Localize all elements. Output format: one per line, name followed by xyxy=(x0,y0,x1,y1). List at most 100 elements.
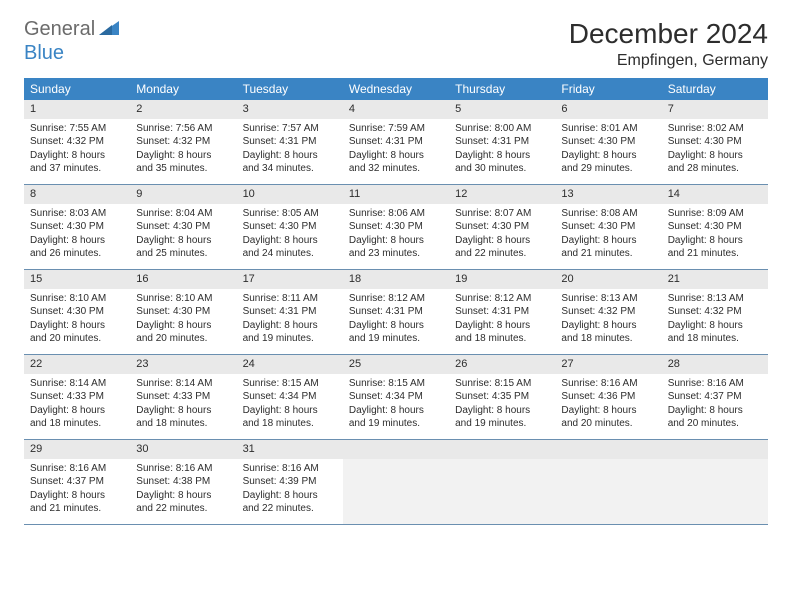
sunrise: Sunrise: 7:59 AM xyxy=(349,122,443,136)
day-number: 2 xyxy=(130,100,236,119)
daylight-line2: and 22 minutes. xyxy=(455,247,549,261)
day-number: 8 xyxy=(24,185,130,204)
day-header-cell: Monday xyxy=(130,78,236,100)
sunrise: Sunrise: 8:12 AM xyxy=(455,292,549,306)
day-number: 15 xyxy=(24,270,130,289)
location: Empfingen, Germany xyxy=(569,52,768,70)
daylight-line2: and 20 minutes. xyxy=(30,332,124,346)
day-number: 16 xyxy=(130,270,236,289)
daylight-line2: and 29 minutes. xyxy=(561,162,655,176)
daylight-line2: and 26 minutes. xyxy=(30,247,124,261)
sunset: Sunset: 4:30 PM xyxy=(136,305,230,319)
logo: General xyxy=(24,18,121,41)
day-number: 29 xyxy=(24,440,130,459)
daylight-line1: Daylight: 8 hours xyxy=(561,234,655,248)
calendar-week: 29Sunrise: 8:16 AMSunset: 4:37 PMDayligh… xyxy=(24,440,768,525)
calendar-day: 9Sunrise: 8:04 AMSunset: 4:30 PMDaylight… xyxy=(130,185,236,269)
day-header-cell: Friday xyxy=(555,78,661,100)
day-body: Sunrise: 8:13 AMSunset: 4:32 PMDaylight:… xyxy=(555,289,661,352)
sunset: Sunset: 4:30 PM xyxy=(243,220,337,234)
sunrise: Sunrise: 8:08 AM xyxy=(561,207,655,221)
daylight-line2: and 20 minutes. xyxy=(561,417,655,431)
daylight-line2: and 18 minutes. xyxy=(455,332,549,346)
day-header-cell: Sunday xyxy=(24,78,130,100)
calendar-day: 20Sunrise: 8:13 AMSunset: 4:32 PMDayligh… xyxy=(555,270,661,354)
sunset: Sunset: 4:31 PM xyxy=(349,305,443,319)
day-number: 22 xyxy=(24,355,130,374)
sunset: Sunset: 4:30 PM xyxy=(455,220,549,234)
calendar-empty xyxy=(343,440,449,524)
sunrise: Sunrise: 8:16 AM xyxy=(561,377,655,391)
calendar-day: 19Sunrise: 8:12 AMSunset: 4:31 PMDayligh… xyxy=(449,270,555,354)
daylight-line1: Daylight: 8 hours xyxy=(455,234,549,248)
day-body: Sunrise: 8:13 AMSunset: 4:32 PMDaylight:… xyxy=(662,289,768,352)
calendar-week: 8Sunrise: 8:03 AMSunset: 4:30 PMDaylight… xyxy=(24,185,768,270)
daylight-line2: and 32 minutes. xyxy=(349,162,443,176)
daylight-line1: Daylight: 8 hours xyxy=(561,149,655,163)
sunrise: Sunrise: 8:13 AM xyxy=(668,292,762,306)
day-number: 10 xyxy=(237,185,343,204)
sunset: Sunset: 4:32 PM xyxy=(136,135,230,149)
daylight-line2: and 28 minutes. xyxy=(668,162,762,176)
day-body: Sunrise: 8:16 AMSunset: 4:39 PMDaylight:… xyxy=(237,459,343,522)
day-body: Sunrise: 8:15 AMSunset: 4:34 PMDaylight:… xyxy=(237,374,343,437)
sunrise: Sunrise: 8:03 AM xyxy=(30,207,124,221)
sunset: Sunset: 4:34 PM xyxy=(243,390,337,404)
sunset: Sunset: 4:33 PM xyxy=(30,390,124,404)
sunset: Sunset: 4:34 PM xyxy=(349,390,443,404)
daylight-line1: Daylight: 8 hours xyxy=(668,404,762,418)
daylight-line2: and 21 minutes. xyxy=(30,502,124,516)
daylight-line1: Daylight: 8 hours xyxy=(136,149,230,163)
calendar-empty xyxy=(449,440,555,524)
sunrise: Sunrise: 8:05 AM xyxy=(243,207,337,221)
sunset: Sunset: 4:30 PM xyxy=(30,305,124,319)
calendar-empty xyxy=(662,440,768,524)
day-body: Sunrise: 8:16 AMSunset: 4:38 PMDaylight:… xyxy=(130,459,236,522)
day-body: Sunrise: 8:15 AMSunset: 4:34 PMDaylight:… xyxy=(343,374,449,437)
daylight-line1: Daylight: 8 hours xyxy=(668,234,762,248)
daylight-line2: and 18 minutes. xyxy=(136,417,230,431)
day-body: Sunrise: 8:03 AMSunset: 4:30 PMDaylight:… xyxy=(24,204,130,267)
calendar-day: 24Sunrise: 8:15 AMSunset: 4:34 PMDayligh… xyxy=(237,355,343,439)
empty-daynum xyxy=(662,440,768,459)
logo-triangle-icon xyxy=(99,19,119,40)
day-header-cell: Tuesday xyxy=(237,78,343,100)
calendar-day: 3Sunrise: 7:57 AMSunset: 4:31 PMDaylight… xyxy=(237,100,343,184)
calendar-day: 10Sunrise: 8:05 AMSunset: 4:30 PMDayligh… xyxy=(237,185,343,269)
sunrise: Sunrise: 8:02 AM xyxy=(668,122,762,136)
sunrise: Sunrise: 8:16 AM xyxy=(243,462,337,476)
daylight-line2: and 19 minutes. xyxy=(455,417,549,431)
day-number: 14 xyxy=(662,185,768,204)
calendar-day: 2 Sunrise: 7:56 AMSunset: 4:32 PMDaylight… xyxy=(130,100,236,184)
sunrise: Sunrise: 7:56 AM xyxy=(136,122,230,136)
calendar-day: 7Sunrise: 8:02 AMSunset: 4:30 PMDaylight… xyxy=(662,100,768,184)
day-number: 7 xyxy=(662,100,768,119)
day-body: Sunrise: 8:10 AMSunset: 4:30 PMDaylight:… xyxy=(130,289,236,352)
daylight-line2: and 18 minutes. xyxy=(668,332,762,346)
day-body: Sunrise: 7:55 AMSunset: 4:32 PMDaylight:… xyxy=(24,119,130,182)
daylight-line2: and 37 minutes. xyxy=(30,162,124,176)
day-number: 3 xyxy=(237,100,343,119)
sunset: Sunset: 4:30 PM xyxy=(136,220,230,234)
calendar-day: 16Sunrise: 8:10 AMSunset: 4:30 PMDayligh… xyxy=(130,270,236,354)
sunset: Sunset: 4:38 PM xyxy=(136,475,230,489)
daylight-line1: Daylight: 8 hours xyxy=(136,319,230,333)
calendar-week: 1Sunrise: 7:55 AMSunset: 4:32 PMDaylight… xyxy=(24,100,768,185)
daylight-line1: Daylight: 8 hours xyxy=(30,489,124,503)
day-body: Sunrise: 8:16 AMSunset: 4:36 PMDaylight:… xyxy=(555,374,661,437)
sunset: Sunset: 4:32 PM xyxy=(30,135,124,149)
sunset: Sunset: 4:30 PM xyxy=(561,220,655,234)
empty-daynum xyxy=(449,440,555,459)
day-body: Sunrise: 8:06 AMSunset: 4:30 PMDaylight:… xyxy=(343,204,449,267)
sunset: Sunset: 4:37 PM xyxy=(668,390,762,404)
calendar-day: 17Sunrise: 8:11 AMSunset: 4:31 PMDayligh… xyxy=(237,270,343,354)
empty-daynum xyxy=(555,440,661,459)
sunset: Sunset: 4:33 PM xyxy=(136,390,230,404)
sunset: Sunset: 4:32 PM xyxy=(561,305,655,319)
sunrise: Sunrise: 8:04 AM xyxy=(136,207,230,221)
calendar-day: 5Sunrise: 8:00 AMSunset: 4:31 PMDaylight… xyxy=(449,100,555,184)
daylight-line1: Daylight: 8 hours xyxy=(668,319,762,333)
day-body: Sunrise: 7:57 AMSunset: 4:31 PMDaylight:… xyxy=(237,119,343,182)
calendar-day: 30Sunrise: 8:16 AMSunset: 4:38 PMDayligh… xyxy=(130,440,236,524)
day-number: 13 xyxy=(555,185,661,204)
